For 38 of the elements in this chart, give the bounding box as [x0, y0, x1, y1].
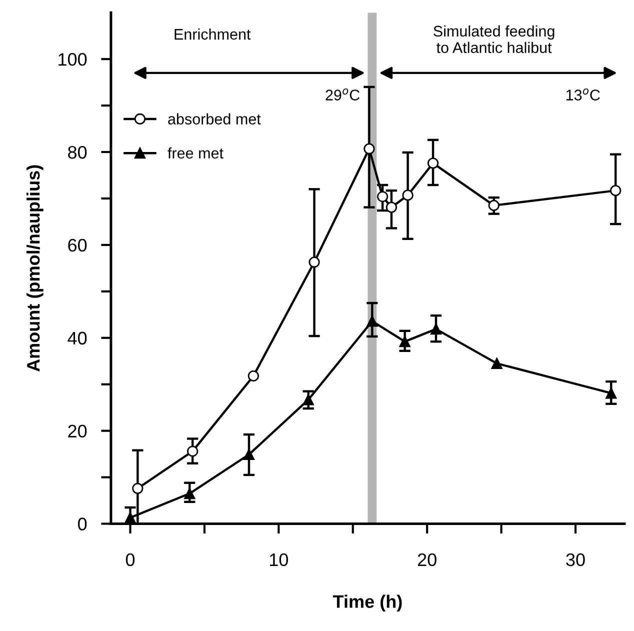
point — [402, 190, 414, 201]
annotation: Simulated feeding to Atlantic halibut — [434, 25, 554, 54]
point — [427, 158, 439, 169]
y-axis-title: Amount (pmol/nauplius) — [26, 165, 44, 372]
point — [184, 488, 196, 500]
point — [610, 185, 622, 196]
x-tick-label: 20 — [418, 553, 436, 566]
point — [491, 358, 502, 369]
annotation: Enrichment — [174, 28, 251, 40]
point — [364, 143, 375, 154]
x-axis-title: Time (h) — [332, 594, 402, 612]
y-tick-label: 80 — [68, 146, 87, 159]
annotation: 29$^{o}$C — [326, 88, 360, 100]
point — [430, 323, 442, 335]
x-tick-label: 30 — [566, 553, 585, 566]
y-tick-label: 100 — [58, 53, 87, 66]
y-tick-label: 0 — [78, 518, 87, 530]
point — [366, 316, 378, 327]
legend-label: absorbed met — [168, 113, 261, 124]
y-tick-label: 20 — [68, 424, 87, 438]
point — [248, 370, 259, 382]
legend-label: free met — [168, 147, 224, 159]
point — [308, 256, 320, 268]
point — [302, 394, 314, 406]
x-tick-label: 10 — [270, 553, 288, 566]
point — [606, 388, 617, 399]
point — [386, 202, 398, 213]
point — [488, 200, 500, 212]
point — [187, 446, 198, 457]
y-tick-label: 60 — [68, 238, 87, 252]
point — [377, 191, 388, 202]
x-tick-label: 0 — [126, 553, 135, 566]
point — [399, 336, 410, 348]
y-tick-label: 40 — [68, 332, 87, 345]
point — [132, 482, 144, 494]
annotation: 13$^{o}$C — [566, 88, 600, 100]
point — [124, 512, 136, 524]
point — [243, 448, 255, 460]
